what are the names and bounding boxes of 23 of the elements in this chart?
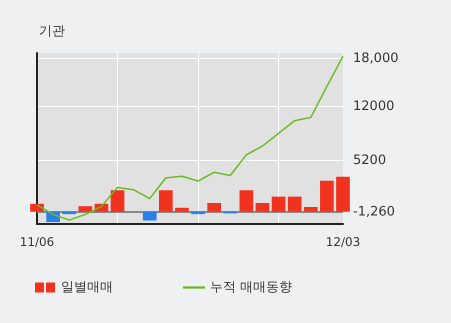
bar bbox=[110, 190, 124, 212]
y-tick-label: -1,260 bbox=[353, 204, 395, 220]
bar bbox=[320, 180, 334, 212]
chart-title: 기관 bbox=[39, 24, 65, 39]
bar bbox=[288, 196, 302, 212]
y-tick-label: 18,000 bbox=[353, 51, 398, 66]
bar bbox=[142, 212, 157, 220]
bar bbox=[240, 190, 254, 212]
line-series bbox=[36, 55, 344, 221]
legend-label: 일별매매 bbox=[61, 280, 113, 295]
bar bbox=[78, 206, 92, 212]
y-tick-label: 5200 bbox=[353, 152, 386, 168]
bar bbox=[304, 206, 318, 212]
bar bbox=[336, 176, 350, 212]
legend-label: 누적 매매동향 bbox=[210, 280, 292, 295]
y-tick-label: 12000 bbox=[353, 98, 394, 114]
bar bbox=[158, 190, 173, 212]
x-tick-label: 12/03 bbox=[326, 235, 360, 249]
bar bbox=[207, 203, 222, 212]
bar bbox=[272, 196, 286, 212]
x-tick-label: 11/06 bbox=[20, 235, 54, 249]
bar bbox=[175, 208, 189, 212]
bar bbox=[256, 203, 270, 212]
